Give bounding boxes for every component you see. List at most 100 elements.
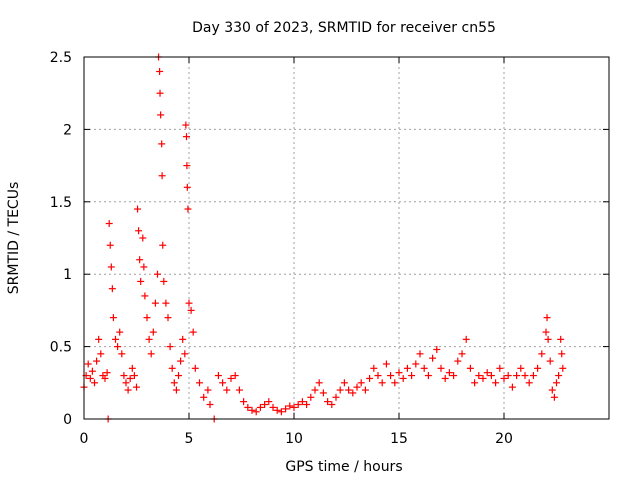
data-point (86, 374, 94, 382)
data-point (137, 277, 145, 285)
data-point (139, 234, 147, 242)
plot-frame (83, 56, 610, 420)
data-point (265, 398, 273, 406)
data-point (332, 393, 340, 401)
data-point (550, 393, 558, 401)
data-point (555, 372, 563, 380)
data-point (525, 379, 533, 387)
data-point (349, 389, 357, 397)
data-point (466, 364, 474, 372)
data-point (101, 374, 109, 382)
data-point (187, 306, 195, 314)
data-point (116, 328, 124, 336)
data-point (158, 140, 166, 148)
data-point (387, 372, 395, 380)
y-tick-label: 2 (63, 122, 72, 138)
data-point (543, 314, 551, 322)
data-point (298, 398, 306, 406)
tick-layer: 0 5 10 15 20 0 0.5 1 1.5 2 2.5 (50, 50, 609, 447)
data-point (95, 335, 103, 343)
data-point (416, 350, 424, 358)
data-point (107, 263, 115, 271)
data-point (136, 256, 144, 264)
data-point (183, 183, 191, 191)
data-point (273, 406, 281, 414)
data-point (256, 403, 264, 411)
data-point (122, 379, 130, 387)
data-point (204, 386, 212, 394)
data-point (479, 374, 487, 382)
data-point (149, 328, 157, 336)
data-point (183, 162, 191, 170)
data-point (546, 357, 554, 365)
data-point (166, 343, 174, 351)
data-point (182, 133, 190, 141)
chart-title: Day 330 of 2023, SRMTID for receiver cn5… (192, 20, 496, 36)
data-point (553, 379, 560, 387)
data-point (177, 357, 185, 365)
data-point (252, 408, 260, 416)
data-point (206, 401, 214, 409)
data-point (307, 393, 315, 401)
data-point (219, 379, 227, 387)
data-point (269, 403, 277, 411)
data-point (84, 360, 92, 368)
data-point (168, 364, 176, 372)
data-point (529, 372, 537, 380)
data-point (158, 172, 166, 180)
data-point (151, 299, 159, 307)
data-point (437, 364, 445, 372)
data-point (475, 372, 483, 380)
data-point (135, 227, 143, 235)
data-point (328, 401, 336, 409)
data-point (172, 386, 180, 394)
data-point (97, 350, 105, 358)
data-point (103, 369, 111, 377)
data-point (248, 406, 256, 414)
data-point (182, 121, 190, 129)
data-point (179, 335, 187, 343)
data-point (558, 350, 566, 358)
data-point (200, 393, 208, 401)
y-tick-label: 0 (63, 412, 72, 428)
data-point (154, 270, 161, 278)
data-point (185, 299, 193, 307)
data-point (128, 364, 136, 372)
y-tick-label: 2.5 (50, 50, 72, 66)
data-point (399, 374, 407, 382)
data-point (504, 372, 512, 380)
data-point (105, 220, 113, 228)
data-point (114, 343, 122, 351)
data-point (521, 372, 529, 380)
data-point (159, 241, 167, 249)
data-point (420, 364, 428, 372)
data-point (124, 386, 132, 394)
data-point (450, 372, 458, 380)
data-point (88, 367, 96, 375)
y-axis-label: SRMTID / TECUs (6, 182, 22, 295)
data-point (130, 372, 138, 380)
data-point (120, 372, 128, 380)
x-tick-label: 5 (185, 431, 194, 447)
x-tick-label: 15 (390, 431, 408, 447)
data-point (544, 335, 552, 343)
data-point (93, 357, 101, 365)
data-point (112, 335, 119, 343)
data-point (496, 364, 504, 372)
data-point (303, 401, 311, 409)
data-point (290, 403, 298, 411)
data-point (227, 374, 235, 382)
data-point (106, 241, 114, 249)
data-point (378, 379, 386, 387)
data-point (160, 277, 168, 285)
data-point (382, 360, 390, 368)
data-point (395, 369, 403, 377)
data-point (214, 372, 222, 380)
data-point (109, 314, 117, 322)
data-point (156, 67, 164, 75)
data-point (170, 379, 178, 387)
data-point (311, 386, 319, 394)
data-point (513, 372, 521, 380)
data-point (184, 205, 192, 213)
